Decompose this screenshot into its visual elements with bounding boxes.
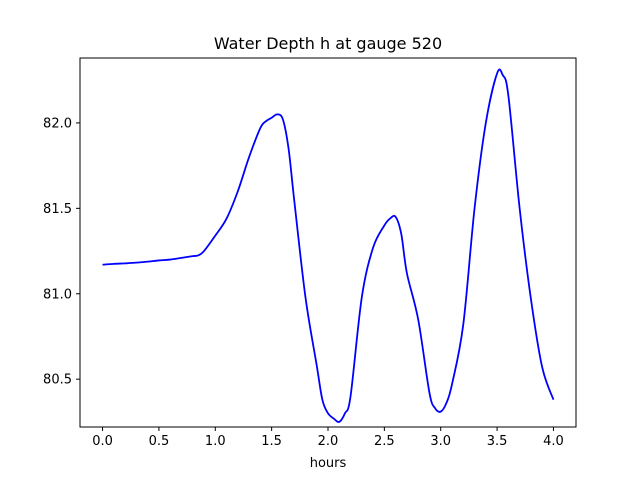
x-tick-label: 0.0 xyxy=(92,434,113,449)
y-tick-label: 81.5 xyxy=(43,202,72,217)
x-tick-label: 0.5 xyxy=(149,434,170,449)
x-tick-label: 4.0 xyxy=(543,434,564,449)
x-axis-label: hours xyxy=(310,456,347,471)
x-tick-label: 3.0 xyxy=(430,434,451,449)
y-tick-label: 82.0 xyxy=(43,116,72,131)
y-tick-label: 80.5 xyxy=(43,373,72,388)
x-tick-label: 2.5 xyxy=(374,434,395,449)
x-tick-label: 1.5 xyxy=(261,434,282,449)
series-line-0 xyxy=(102,68,555,423)
chart-title: Water Depth h at gauge 520 xyxy=(214,34,442,53)
x-tick-label: 3.5 xyxy=(487,434,508,449)
y-tick-label: 81.0 xyxy=(43,287,72,302)
x-tick-label: 1.0 xyxy=(205,434,226,449)
x-tick-label: 2.0 xyxy=(318,434,339,449)
x-axis: 0.0 0.5 1.0 1.5 2.0 2.5 3.0 3.5 4.0 xyxy=(92,427,564,449)
y-axis: 80.5 81.0 81.5 82.0 xyxy=(43,116,80,388)
plot-area xyxy=(102,68,555,423)
plot-frame xyxy=(79,57,577,428)
